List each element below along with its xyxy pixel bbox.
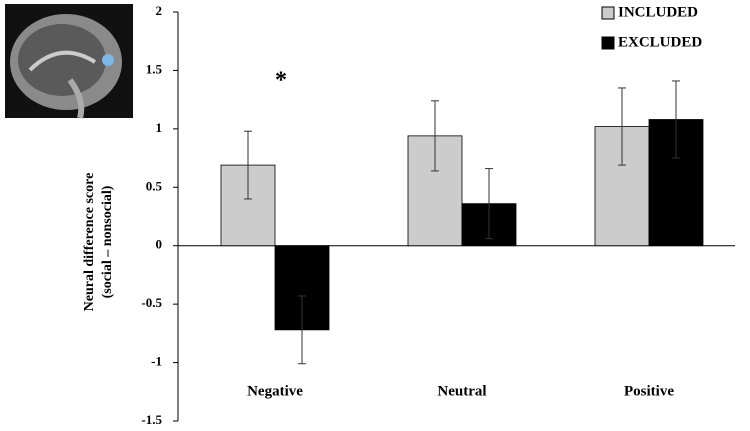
annotation: * [275, 68, 287, 94]
y-axis-label: (social – nonsocial) [100, 185, 115, 298]
brain-image [5, 4, 133, 119]
error-bar [244, 130, 252, 200]
error-bar [672, 80, 680, 159]
x-tick-label: Neutral [437, 383, 486, 399]
legend-label: EXCLUDED [618, 34, 702, 50]
legend-label: INCLUDED [618, 4, 698, 20]
error-bar [618, 87, 626, 166]
y-tick-label: -1 [151, 354, 162, 369]
legend-swatch [601, 6, 615, 20]
error-bar [485, 168, 493, 240]
y-tick-label: 0 [156, 237, 163, 252]
error-bar [298, 295, 306, 365]
y-tick-label: -1.5 [141, 412, 162, 427]
y-tick-label: 0.5 [146, 178, 163, 193]
y-axis-label: Neural difference score [82, 173, 97, 312]
y-tick-label: 1 [156, 120, 163, 135]
legend-swatch [601, 36, 615, 50]
x-tick-label: Negative [247, 383, 303, 399]
x-tick-label: Positive [624, 383, 674, 399]
y-tick-label: -0.5 [141, 295, 162, 310]
error-bar [431, 100, 439, 172]
y-tick-label: 2 [156, 3, 163, 18]
y-tick-label: 1.5 [146, 61, 163, 76]
